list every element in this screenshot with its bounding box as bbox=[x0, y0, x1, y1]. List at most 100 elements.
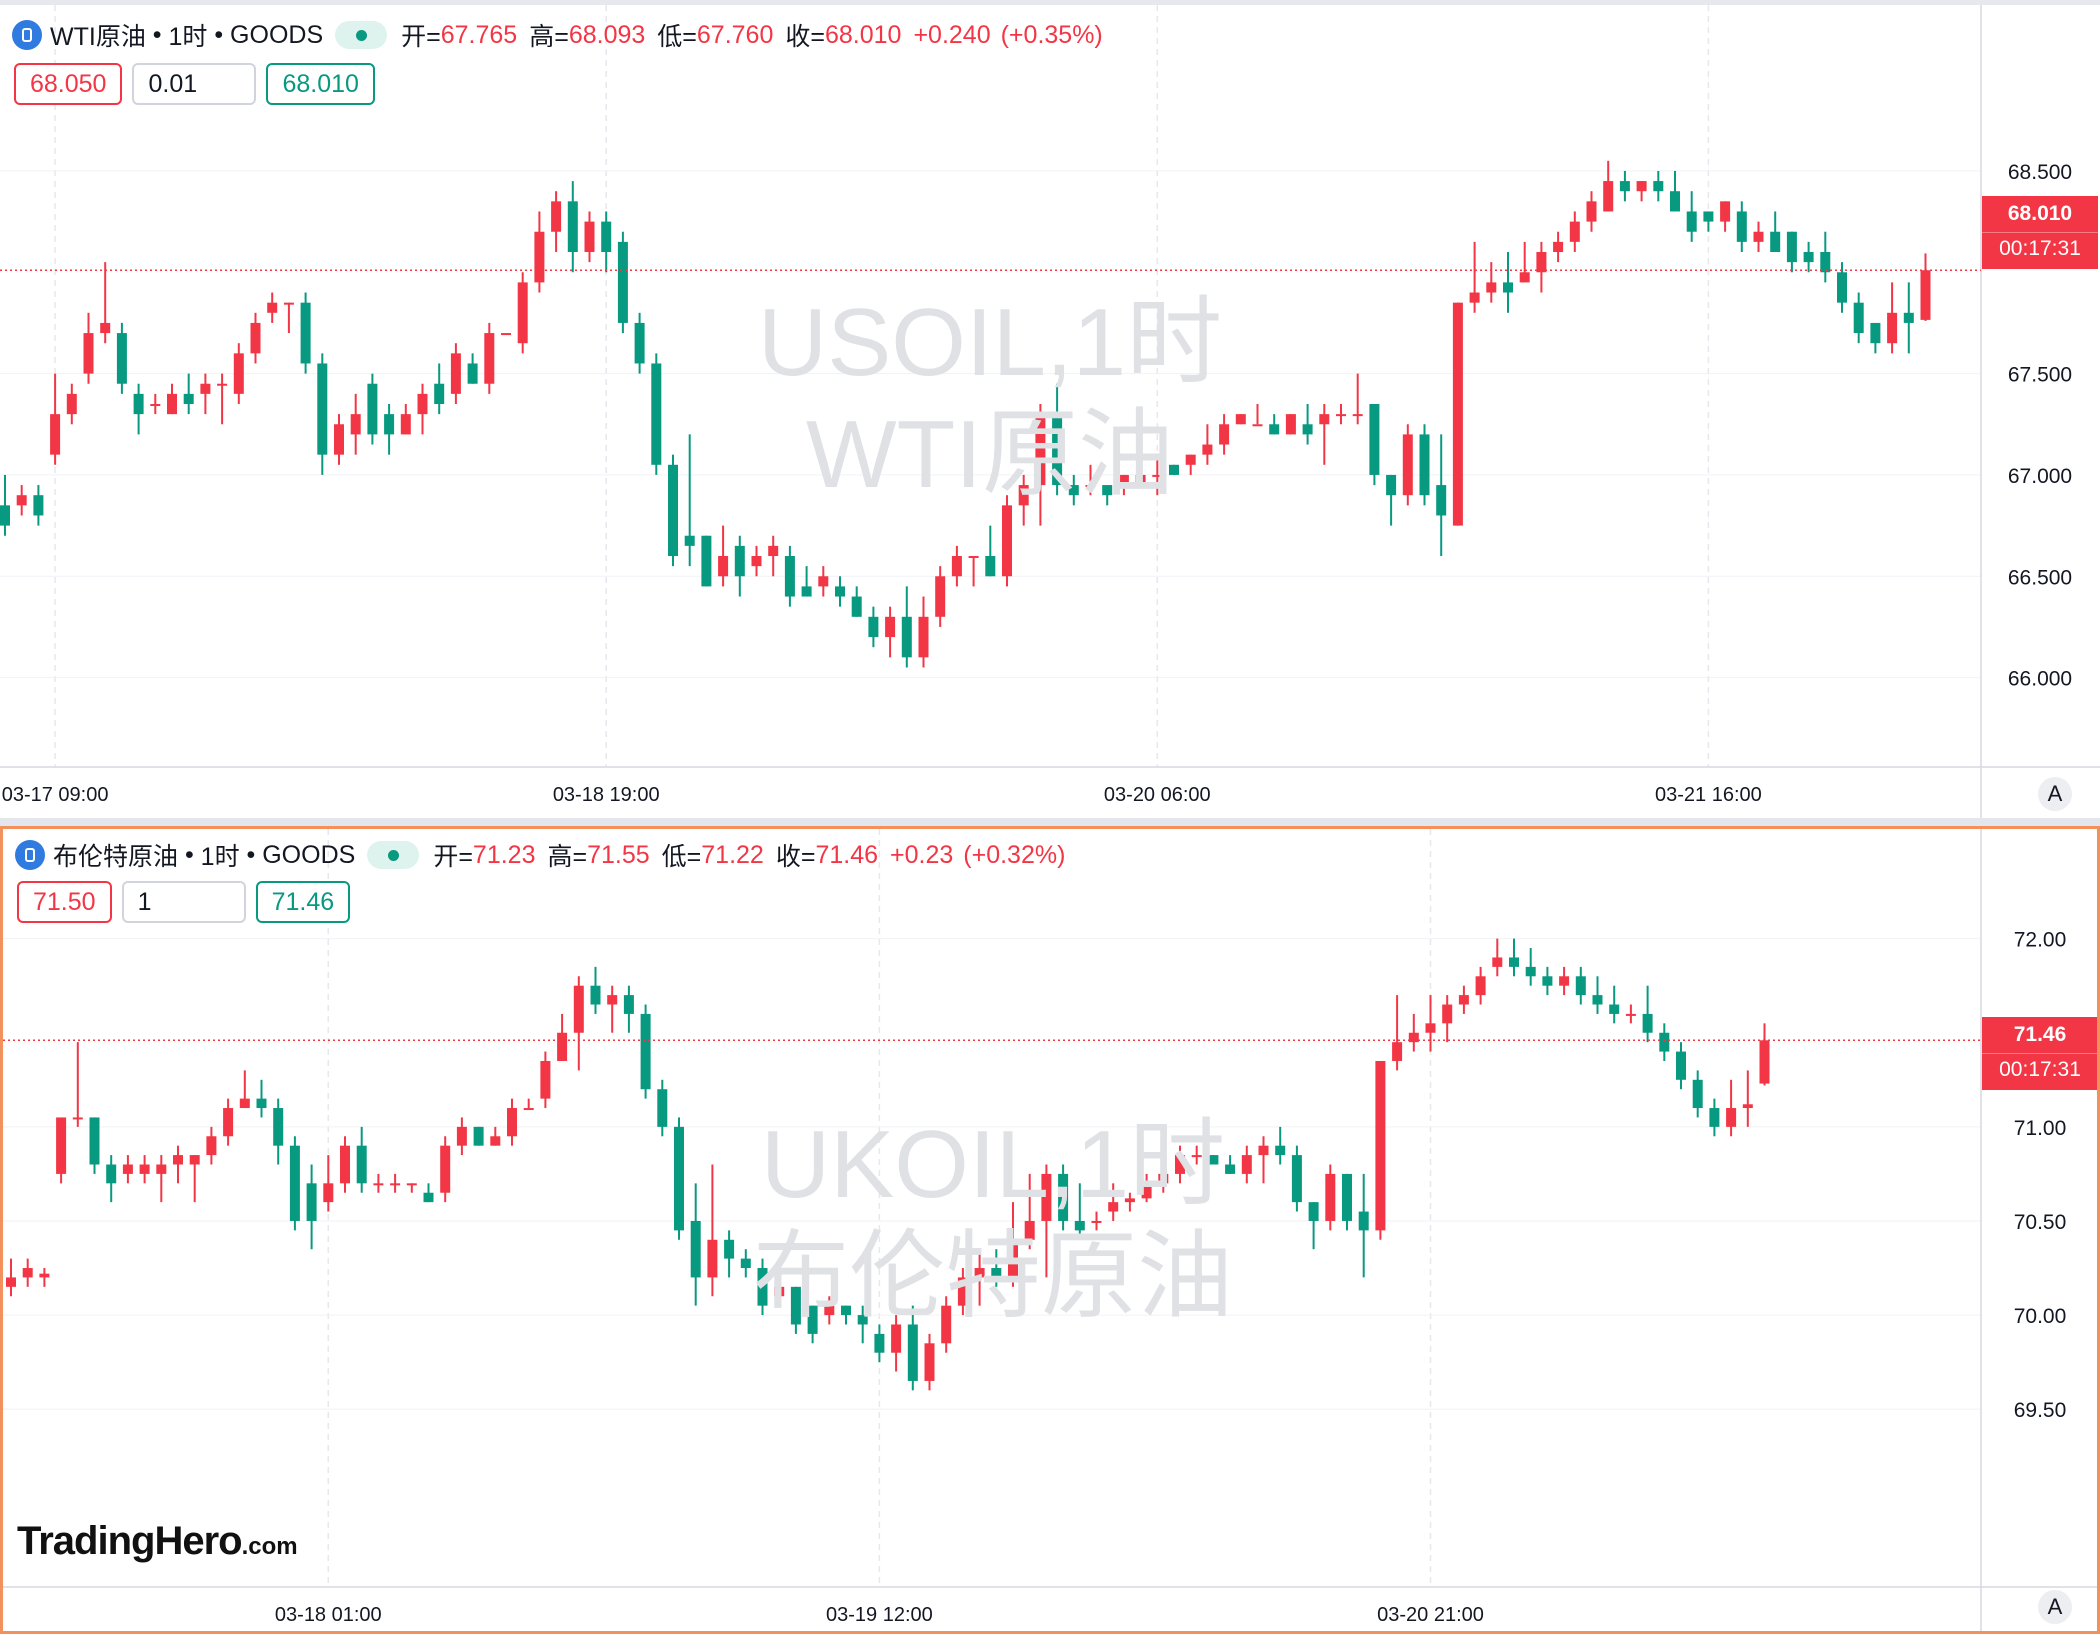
buy-price-button[interactable]: 71.46 bbox=[255, 881, 351, 923]
candle-body bbox=[456, 1126, 467, 1146]
candle-body bbox=[1068, 485, 1079, 496]
candle-body bbox=[289, 1145, 300, 1221]
candle bbox=[1085, 464, 1096, 496]
sell-price-button[interactable]: 71.50 bbox=[17, 881, 112, 923]
candle-body bbox=[807, 1305, 818, 1334]
change-percent: (+0.35%) bbox=[1000, 20, 1103, 49]
candle bbox=[467, 353, 478, 384]
change-value: +0.240 bbox=[913, 20, 991, 49]
candle-body bbox=[818, 576, 829, 587]
candle bbox=[851, 586, 862, 617]
candle bbox=[1770, 211, 1781, 252]
candle bbox=[1275, 1126, 1286, 1165]
candle bbox=[1018, 474, 1029, 526]
candle bbox=[1642, 985, 1653, 1043]
candle-body bbox=[734, 545, 745, 577]
sell-price-button[interactable]: 68.050 bbox=[14, 63, 123, 105]
market-status-badge[interactable] bbox=[335, 21, 388, 49]
candle-body bbox=[567, 201, 578, 252]
candle-body bbox=[790, 1286, 801, 1325]
close-label: 收= bbox=[785, 23, 825, 51]
candle bbox=[991, 1249, 1002, 1287]
candle bbox=[334, 414, 344, 465]
candle bbox=[456, 1117, 467, 1156]
status-dot-icon bbox=[387, 849, 399, 861]
auto-scale-button[interactable]: A bbox=[2038, 777, 2072, 811]
candle bbox=[6, 1258, 16, 1297]
candle bbox=[718, 525, 729, 587]
time-axis-label: 03-20 06:00 bbox=[1104, 784, 1211, 806]
market-status-badge[interactable] bbox=[367, 841, 420, 869]
candle bbox=[957, 1268, 968, 1316]
oil-drop-icon bbox=[15, 840, 45, 870]
candle-body bbox=[690, 1220, 701, 1278]
candle bbox=[1336, 404, 1346, 425]
candle-body bbox=[350, 414, 361, 435]
candle bbox=[1369, 404, 1380, 486]
candle-body bbox=[573, 985, 584, 1033]
candle bbox=[150, 393, 161, 415]
candle bbox=[1436, 434, 1447, 556]
auto-scale-button[interactable]: A bbox=[2038, 1590, 2072, 1624]
candle-body bbox=[133, 393, 144, 415]
candle-body bbox=[1269, 424, 1280, 435]
low-value: 71.22 bbox=[701, 840, 764, 869]
candlestick-chart-wti[interactable]: 66.000 66.500 67.000 67.500 68.500 03-17 09:0… bbox=[0, 5, 2100, 818]
buy-price-button[interactable]: 68.010 bbox=[266, 63, 375, 105]
candlestick-chart-brent[interactable]: 69.50 70.00 70.50 71.00 72.00 03-18 01:00 03-1… bbox=[3, 829, 2097, 1631]
candle-body bbox=[484, 333, 495, 384]
candle bbox=[818, 566, 829, 597]
candle bbox=[1225, 1155, 1236, 1174]
candle-body bbox=[306, 1183, 317, 1221]
candle bbox=[501, 333, 511, 336]
interval-label[interactable]: 1时 bbox=[168, 23, 208, 51]
candle bbox=[1553, 231, 1564, 263]
candle-body bbox=[1169, 464, 1179, 475]
candle-body bbox=[384, 414, 395, 435]
candle-body bbox=[751, 556, 762, 567]
quantity-input[interactable]: 1 bbox=[121, 881, 246, 923]
candle-body bbox=[1074, 1220, 1085, 1231]
candle bbox=[1408, 1013, 1419, 1052]
candle bbox=[1492, 938, 1503, 977]
quantity-input[interactable]: 0.01 bbox=[132, 63, 257, 105]
candle bbox=[1208, 1155, 1219, 1165]
separator-dot: • bbox=[145, 20, 169, 49]
candle-body bbox=[1503, 282, 1513, 293]
candle-body bbox=[1386, 474, 1397, 496]
candle-body bbox=[534, 231, 545, 283]
candle bbox=[306, 1164, 317, 1250]
interval-label[interactable]: 1时 bbox=[200, 843, 240, 871]
candle-body bbox=[467, 363, 478, 384]
candle-body bbox=[150, 404, 161, 406]
time-axis-label: 03-17 09:00 bbox=[2, 784, 109, 806]
candle-body bbox=[1235, 414, 1246, 425]
candle-body bbox=[1352, 414, 1363, 417]
candle bbox=[1603, 160, 1614, 212]
candle bbox=[484, 322, 495, 394]
candle bbox=[1870, 322, 1881, 354]
candle-body bbox=[6, 1277, 16, 1287]
candle bbox=[139, 1155, 150, 1184]
chart-pane-wti[interactable]: 66.000 66.500 67.000 67.500 68.500 03-17 09:0… bbox=[0, 0, 2100, 818]
candle-body bbox=[1302, 424, 1313, 435]
candle-body bbox=[640, 1013, 651, 1090]
candle-body bbox=[1058, 1173, 1069, 1221]
candle bbox=[423, 1183, 434, 1203]
chart-pane-brent[interactable]: 69.50 70.00 70.50 71.00 72.00 03-18 01:00 03-1… bbox=[0, 826, 2100, 1634]
candle-body bbox=[885, 616, 896, 638]
candle bbox=[807, 1305, 818, 1344]
candle-body bbox=[256, 1098, 267, 1109]
symbol-name[interactable]: WTI原油 bbox=[50, 23, 146, 51]
candle bbox=[540, 1051, 551, 1109]
candle bbox=[1058, 1164, 1069, 1231]
candle bbox=[1308, 1202, 1319, 1250]
pane-divider[interactable] bbox=[0, 818, 2100, 826]
symbol-name[interactable]: 布伦特原油 bbox=[53, 843, 179, 871]
candle-body bbox=[273, 1108, 284, 1146]
candle bbox=[1141, 1173, 1152, 1203]
candle-body bbox=[1742, 1104, 1753, 1109]
candle-body bbox=[557, 1032, 568, 1061]
candle-body bbox=[1770, 231, 1781, 252]
candle-body bbox=[1392, 1042, 1403, 1061]
